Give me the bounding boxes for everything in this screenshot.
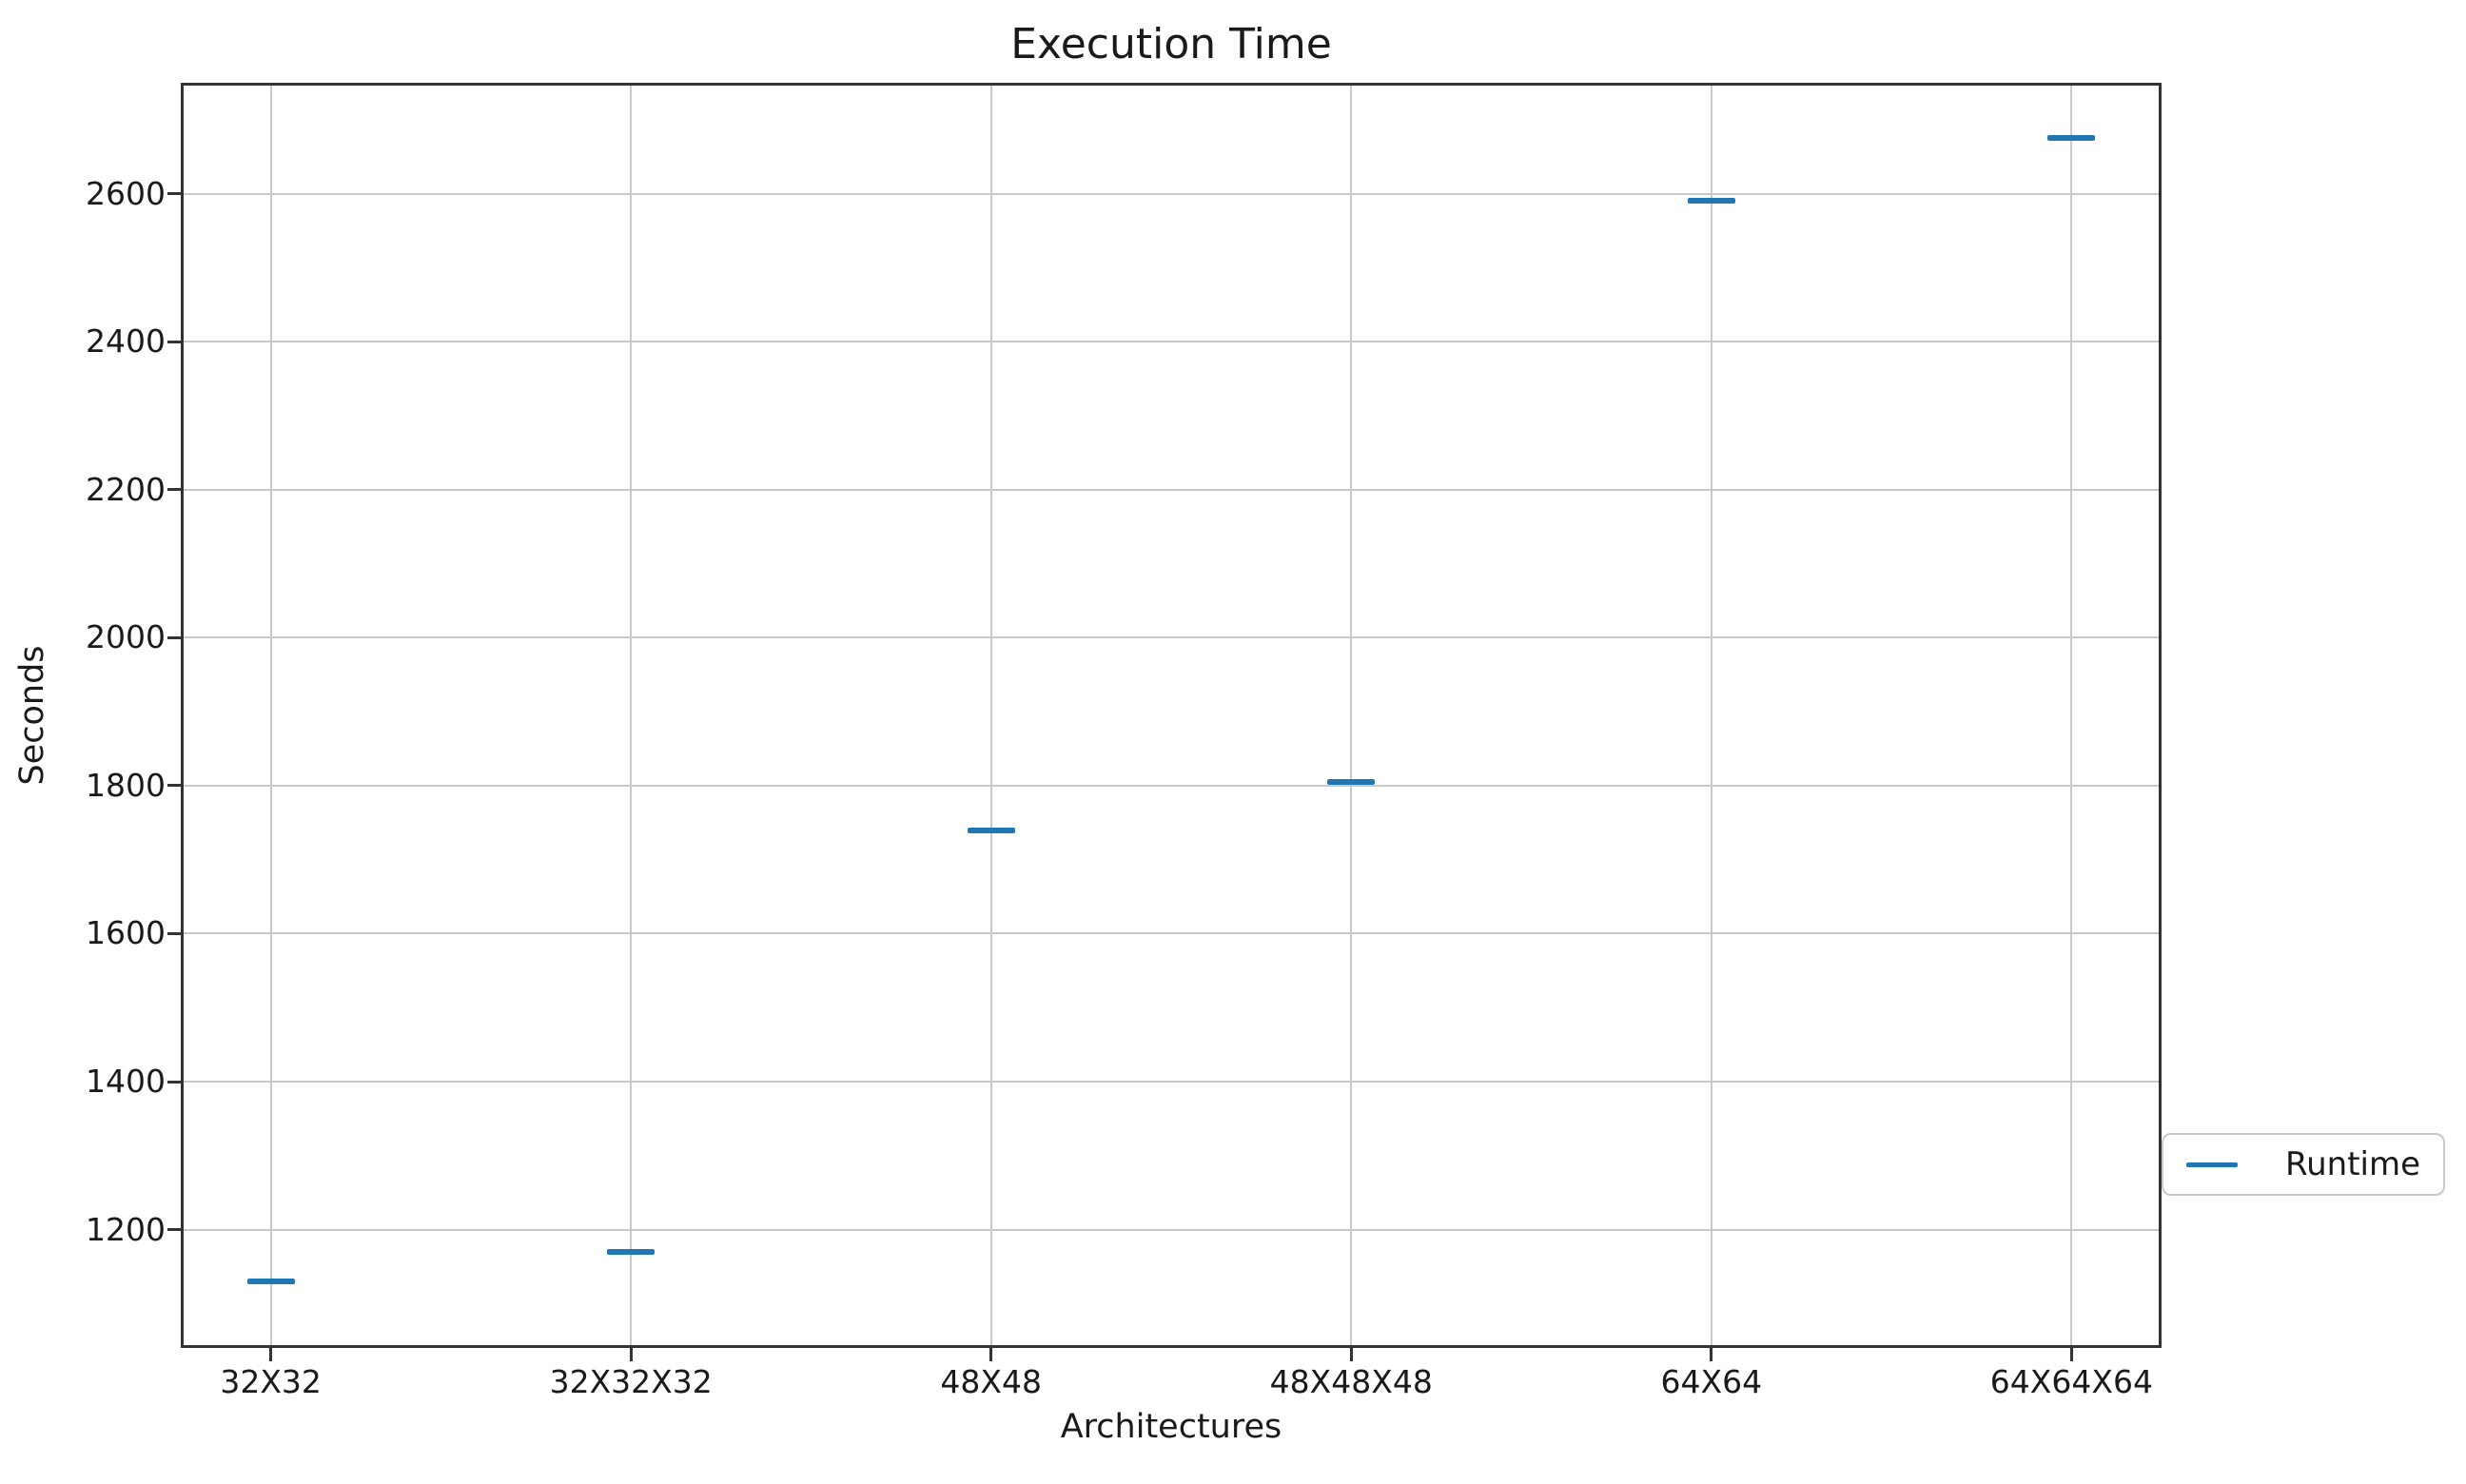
y-tick-label: 1400 [86, 1063, 166, 1100]
data-point-marker [2047, 135, 2096, 142]
x-tick-label: 32X32 [220, 1363, 322, 1400]
data-point-marker [967, 827, 1015, 833]
x-tick-label: 32X32X32 [549, 1363, 713, 1400]
y-tick-label: 2400 [86, 322, 166, 361]
x-tick-mark [629, 1348, 633, 1361]
y-tick-mark [167, 1228, 181, 1232]
y-tick-label: 1800 [86, 766, 166, 804]
plot-area [181, 83, 2162, 1348]
x-gridline [989, 83, 992, 1348]
x-tick-mark [989, 1348, 993, 1361]
y-tick-label: 1200 [86, 1210, 166, 1248]
y-gridline [181, 784, 2162, 787]
y-tick-mark [167, 488, 181, 492]
x-gridline [269, 83, 272, 1348]
y-tick-mark [167, 340, 181, 343]
x-axis-label: Architectures [1060, 1408, 1282, 1446]
data-point-marker [607, 1248, 656, 1255]
data-point-marker [1327, 779, 1376, 785]
y-tick-label: 2600 [86, 174, 166, 212]
x-tick-mark [1710, 1348, 1713, 1361]
chart-title: Execution Time [1010, 20, 1332, 68]
data-point-marker [246, 1279, 295, 1284]
y-gridline [181, 1228, 2162, 1231]
legend-label: Runtime [2285, 1145, 2421, 1183]
y-tick-mark [167, 635, 181, 639]
data-point-marker [1687, 198, 1735, 205]
x-tick-label: 64X64X64 [1989, 1363, 2153, 1400]
x-tick-mark [269, 1348, 273, 1361]
x-gridline [2070, 83, 2073, 1348]
y-tick-label: 1600 [86, 914, 166, 952]
x-tick-label: 48X48 [940, 1363, 1043, 1400]
x-tick-mark [2069, 1348, 2073, 1361]
y-gridline [181, 341, 2162, 343]
y-tick-mark [167, 1080, 181, 1084]
y-tick-label: 2200 [86, 470, 166, 508]
x-gridline [1710, 83, 1712, 1348]
y-gridline [181, 636, 2162, 639]
y-tick-mark [167, 931, 181, 935]
y-gridline [181, 488, 2162, 491]
y-tick-label: 2000 [86, 618, 166, 656]
y-gridline [181, 1081, 2162, 1083]
x-tick-label: 64X64 [1660, 1363, 1763, 1400]
legend: Runtime [2162, 1133, 2445, 1196]
y-gridline [181, 192, 2162, 195]
x-gridline [1350, 83, 1353, 1348]
y-gridline [181, 932, 2162, 935]
x-tick-label: 48X48X48 [1269, 1363, 1433, 1400]
x-tick-mark [1349, 1348, 1353, 1361]
x-gridline [630, 83, 633, 1348]
y-tick-mark [167, 784, 181, 788]
y-tick-mark [167, 192, 181, 196]
legend-runtime-line-icon [2186, 1162, 2238, 1167]
